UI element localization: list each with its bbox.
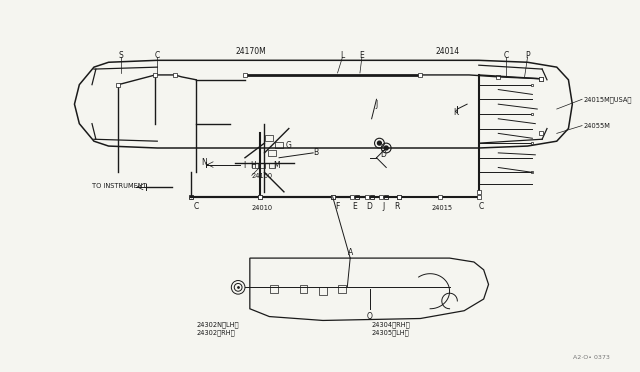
Text: 24302N〈LH〉: 24302N〈LH〉 [196, 321, 239, 328]
Bar [270, 285, 278, 293]
Text: A2·O• 0373: A2·O• 0373 [573, 355, 611, 360]
Text: D: D [380, 150, 387, 159]
Text: Q: Q [367, 312, 372, 321]
Circle shape [384, 146, 388, 150]
Text: C: C [479, 202, 484, 211]
Text: C: C [155, 51, 160, 60]
Text: S: S [119, 51, 124, 60]
Text: E: E [360, 51, 364, 60]
Text: R: R [394, 202, 399, 211]
Bar [269, 163, 275, 169]
Text: I: I [243, 161, 245, 170]
Text: 24160: 24160 [252, 173, 273, 179]
Text: F: F [335, 202, 340, 211]
Text: C: C [194, 202, 199, 211]
Text: G: G [286, 141, 292, 150]
Text: 24304（RH）: 24304（RH） [372, 321, 410, 328]
Bar [339, 285, 346, 293]
Text: 24302（RH）: 24302（RH） [196, 330, 235, 336]
Text: 24015M〈USA〉: 24015M〈USA〉 [583, 96, 632, 103]
Text: TO INSTRUMENT: TO INSTRUMENT [92, 183, 147, 189]
Bar [266, 135, 273, 141]
Text: 24305（LH）: 24305（LH） [372, 330, 409, 336]
Text: J: J [376, 100, 378, 109]
Text: 24014: 24014 [436, 47, 460, 56]
Text: L: L [340, 51, 344, 60]
Text: K: K [453, 108, 458, 118]
Text: E: E [353, 202, 357, 211]
Text: 24010: 24010 [252, 205, 273, 211]
Text: M: M [273, 161, 280, 170]
Bar [260, 163, 266, 169]
Text: P: P [525, 51, 530, 60]
Text: 24055M: 24055M [583, 123, 610, 129]
Text: C: C [504, 51, 509, 60]
Bar [268, 150, 276, 156]
Bar [252, 163, 258, 169]
Text: J: J [382, 202, 385, 211]
Text: 24170M: 24170M [236, 47, 266, 56]
Text: 24015: 24015 [431, 205, 452, 211]
Text: D: D [367, 202, 372, 211]
Bar [319, 287, 327, 295]
Bar [300, 285, 307, 293]
Text: H: H [250, 161, 255, 170]
Circle shape [378, 141, 381, 145]
Text: A: A [348, 248, 353, 257]
Text: N: N [201, 158, 207, 167]
Bar [275, 142, 283, 148]
Text: B: B [314, 148, 319, 157]
